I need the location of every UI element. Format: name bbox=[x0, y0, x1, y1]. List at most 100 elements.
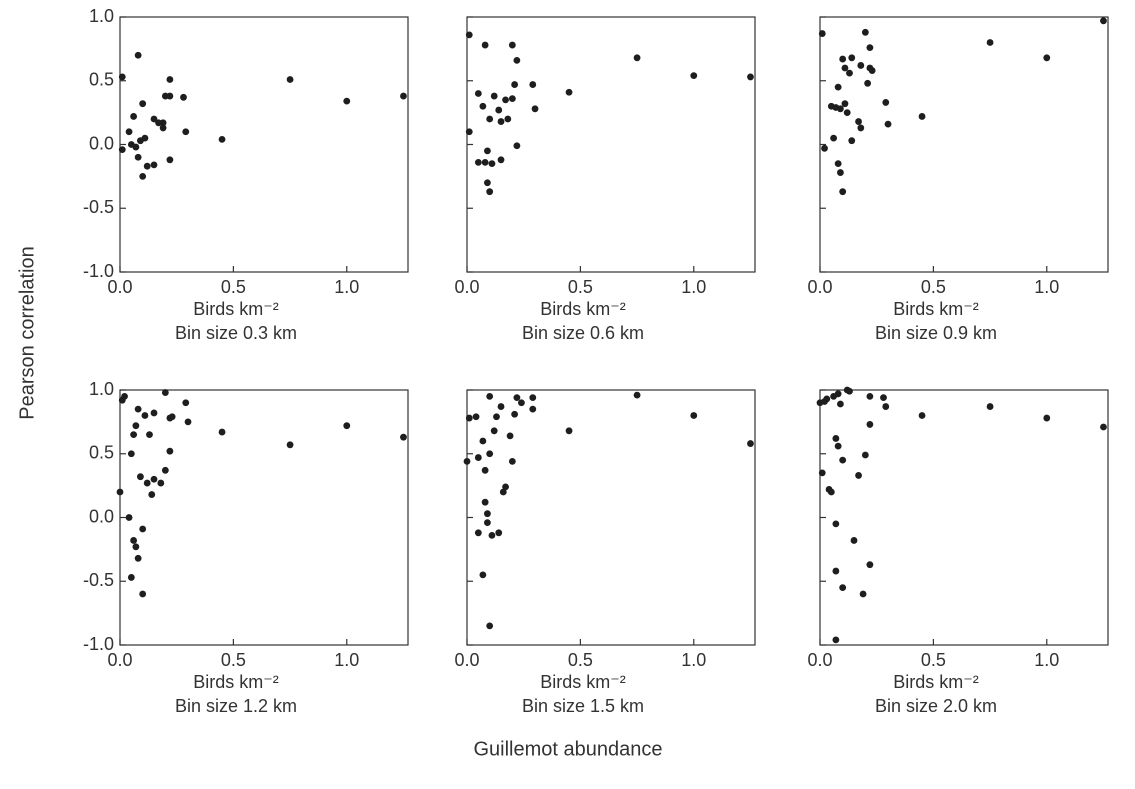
data-point bbox=[180, 93, 187, 101]
plot-frame bbox=[119, 16, 409, 273]
data-point bbox=[484, 179, 491, 187]
data-point bbox=[747, 73, 754, 81]
data-point bbox=[143, 479, 151, 487]
data-point bbox=[130, 537, 138, 544]
data-point bbox=[132, 143, 140, 151]
x-tick-label: 1.0 bbox=[334, 650, 359, 670]
data-point bbox=[465, 414, 473, 422]
data-point bbox=[866, 392, 874, 400]
data-point bbox=[474, 90, 482, 97]
data-point bbox=[839, 55, 847, 63]
panel-subtitle: Bin size 1.2 km bbox=[175, 696, 297, 716]
panel-subtitle: Bin size 1.5 km bbox=[522, 696, 644, 716]
data-point bbox=[841, 64, 849, 72]
data-point bbox=[499, 488, 507, 496]
data-point bbox=[529, 394, 537, 402]
x-tick-label: 0.0 bbox=[107, 650, 132, 670]
data-point bbox=[182, 399, 190, 407]
data-point bbox=[286, 76, 294, 83]
data-point bbox=[490, 427, 498, 435]
data-point bbox=[490, 92, 498, 100]
data-point bbox=[918, 113, 926, 120]
x-axis-label: Birds km⁻² bbox=[893, 299, 979, 319]
data-point bbox=[511, 410, 519, 418]
x-tick-label: 0.5 bbox=[921, 277, 946, 297]
data-point bbox=[343, 97, 351, 105]
data-point bbox=[488, 160, 496, 168]
data-point bbox=[481, 158, 489, 166]
data-point bbox=[481, 498, 489, 506]
data-point bbox=[565, 88, 573, 96]
data-point bbox=[146, 431, 153, 439]
x-tick-label: 0.5 bbox=[568, 650, 593, 670]
data-point bbox=[134, 153, 142, 161]
data-point bbox=[832, 567, 840, 575]
y-tick-label: 0.5 bbox=[89, 443, 114, 463]
data-point bbox=[166, 447, 174, 455]
x-axis-label: Birds km⁻² bbox=[893, 672, 979, 692]
data-point bbox=[857, 124, 865, 132]
data-point bbox=[857, 62, 865, 69]
data-point bbox=[837, 400, 844, 408]
data-point bbox=[134, 405, 142, 413]
x-tick-label: 1.0 bbox=[1034, 277, 1059, 297]
data-point bbox=[137, 473, 144, 481]
data-point bbox=[484, 510, 491, 518]
x-axis-label: Birds km⁻² bbox=[193, 299, 279, 319]
x-axis-label: Birds km⁻² bbox=[540, 672, 626, 692]
data-point bbox=[848, 137, 856, 145]
data-point bbox=[150, 475, 158, 483]
data-point bbox=[882, 99, 890, 106]
x-tick-label: 0.5 bbox=[568, 277, 593, 297]
data-point bbox=[166, 92, 174, 100]
data-point bbox=[834, 83, 842, 91]
data-point bbox=[481, 466, 489, 474]
data-point bbox=[508, 41, 516, 49]
data-point bbox=[821, 144, 828, 152]
data-point bbox=[495, 106, 503, 114]
data-point bbox=[486, 450, 494, 458]
data-point bbox=[690, 72, 698, 80]
data-point bbox=[486, 188, 494, 196]
data-point bbox=[497, 403, 505, 410]
data-point bbox=[150, 115, 158, 123]
x-tick-label: 0.0 bbox=[454, 650, 479, 670]
data-point bbox=[818, 30, 826, 37]
data-point bbox=[529, 81, 537, 88]
data-point bbox=[986, 39, 994, 46]
data-point bbox=[495, 529, 503, 537]
x-tick-label: 0.0 bbox=[807, 277, 832, 297]
data-point bbox=[884, 120, 892, 128]
y-tick-label: 0.0 bbox=[89, 506, 114, 526]
data-point bbox=[161, 389, 169, 396]
data-point bbox=[465, 128, 473, 136]
data-point bbox=[486, 392, 494, 400]
y-tick-label: 0.0 bbox=[89, 133, 114, 153]
data-point bbox=[839, 188, 847, 196]
data-point bbox=[846, 387, 853, 395]
data-point bbox=[474, 158, 482, 166]
data-point bbox=[159, 124, 167, 132]
data-point bbox=[150, 409, 158, 417]
x-tick-label: 0.5 bbox=[221, 277, 246, 297]
data-point bbox=[484, 519, 491, 526]
data-point bbox=[861, 28, 869, 36]
panel-subtitle: Bin size 0.3 km bbox=[175, 323, 297, 343]
data-point bbox=[868, 67, 876, 74]
data-point bbox=[846, 69, 853, 77]
x-tick-label: 1.0 bbox=[1034, 650, 1059, 670]
data-point bbox=[832, 636, 840, 644]
data-point bbox=[141, 134, 149, 142]
data-point bbox=[488, 531, 496, 539]
data-point bbox=[218, 428, 226, 436]
data-point bbox=[127, 574, 135, 581]
data-point bbox=[866, 561, 874, 569]
data-point bbox=[143, 162, 151, 170]
x-axis-label: Birds km⁻² bbox=[540, 299, 626, 319]
data-point bbox=[1100, 17, 1107, 25]
data-point bbox=[182, 128, 190, 136]
data-point bbox=[1043, 54, 1051, 62]
data-point bbox=[465, 31, 473, 39]
shared-y-label: Pearson correlation bbox=[16, 246, 38, 419]
